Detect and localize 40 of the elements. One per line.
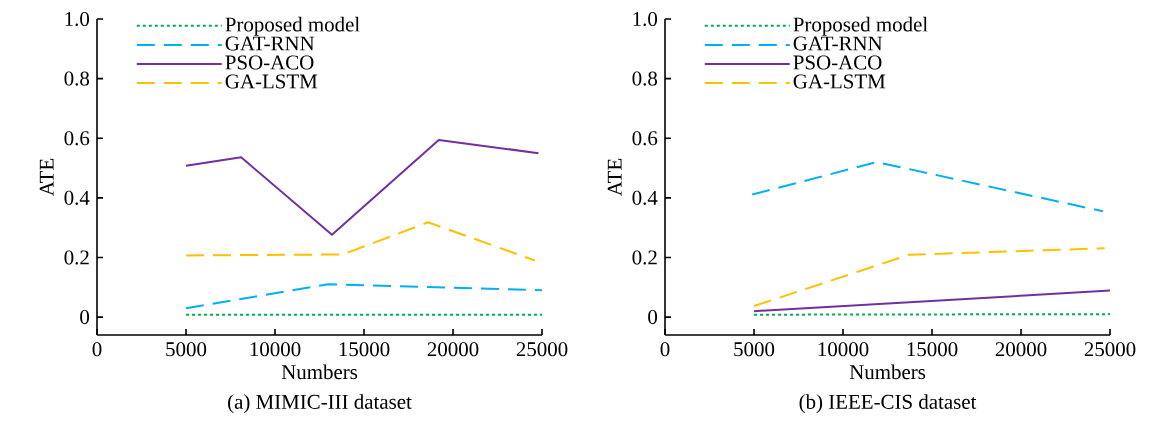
y-tick-label: 0.6	[64, 131, 90, 146]
x-tick-label: 10000	[250, 342, 301, 357]
x-tick-label: 0	[660, 342, 670, 357]
x-tick-label: 25000	[516, 342, 568, 357]
x-tick-label: 20000	[995, 342, 1047, 357]
text: (b) IEEE-CIS dataset	[799, 394, 977, 414]
legend-label: PSO-ACO	[793, 55, 882, 70]
legend-label: GAT-RNN	[225, 36, 315, 51]
x-axis-title: Numbers	[849, 364, 926, 380]
x-axis-title: Numbers	[281, 364, 358, 380]
legend-label: GAT-RNN	[793, 36, 883, 51]
text: (a) MIMIC-III dataset	[228, 394, 412, 414]
legend-label: GA-LSTM	[793, 74, 886, 89]
y-axis-title: ATE	[607, 158, 622, 196]
y-tick-label: 1.0	[65, 11, 90, 27]
line-series	[185, 139, 540, 236]
y-tick-label: 0.2	[632, 250, 657, 265]
x-tick-label: 0	[92, 342, 102, 357]
x-tick-label: 15000	[339, 342, 390, 357]
x-tick-label: 10000	[818, 342, 869, 357]
y-tick-label: 0.4	[632, 190, 658, 205]
y-tick-label: 0.6	[632, 131, 658, 146]
legend-label: Proposed model	[793, 16, 928, 36]
x-tick-label: 5000	[166, 342, 207, 357]
x-tick-label: 25000	[1084, 342, 1136, 357]
y-axis-title: ATE	[39, 158, 54, 196]
legend-label: GA-LSTM	[225, 74, 318, 89]
x-tick-label: 5000	[734, 342, 775, 357]
y-tick-label: 0	[80, 310, 90, 325]
x-tick-label: 20000	[427, 342, 479, 357]
legend-label: Proposed model	[225, 16, 360, 36]
line-series	[185, 221, 536, 262]
y-tick-label: 0	[648, 310, 658, 325]
y-tick-label: 0.8	[64, 71, 90, 86]
y-tick-label: 1.0	[633, 11, 658, 27]
y-tick-label: 0.2	[64, 250, 89, 265]
y-tick-label: 0.8	[632, 71, 658, 86]
x-tick-label: 15000	[907, 342, 958, 357]
legend-label: PSO-ACO	[225, 55, 314, 70]
y-tick-label: 0.4	[64, 190, 90, 205]
